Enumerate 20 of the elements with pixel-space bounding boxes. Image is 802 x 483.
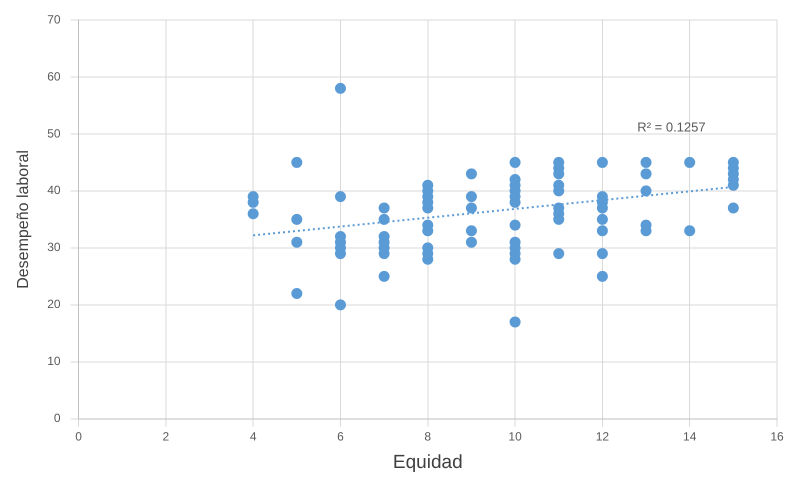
x-tick-label: 4 <box>250 429 257 444</box>
x-tick-label: 16 <box>770 429 784 444</box>
x-tick-label: 2 <box>162 429 170 444</box>
x-tick-label: 6 <box>337 429 344 444</box>
y-tick-label: 50 <box>47 126 61 140</box>
x-tick-label: 8 <box>424 429 432 444</box>
x-tick-label: 10 <box>508 429 522 444</box>
y-tick-label: 70 <box>47 12 61 26</box>
x-axis-title: Equidad <box>392 452 463 473</box>
x-tick-label: 12 <box>596 429 610 444</box>
y-tick-label: 0 <box>54 411 61 426</box>
y-tick-label: 20 <box>47 297 61 312</box>
x-tick-label: 0 <box>75 429 82 444</box>
y-tick-label: 30 <box>47 240 61 254</box>
y-tick-label: 40 <box>47 183 61 198</box>
annotation: R² = 0.1257 <box>637 119 706 134</box>
x-tick-label: 14 <box>683 429 697 444</box>
y-tick-label: 60 <box>47 69 61 84</box>
y-axis-title: Desempeño laboral <box>15 150 32 289</box>
y-tick-label: 10 <box>47 354 61 368</box>
